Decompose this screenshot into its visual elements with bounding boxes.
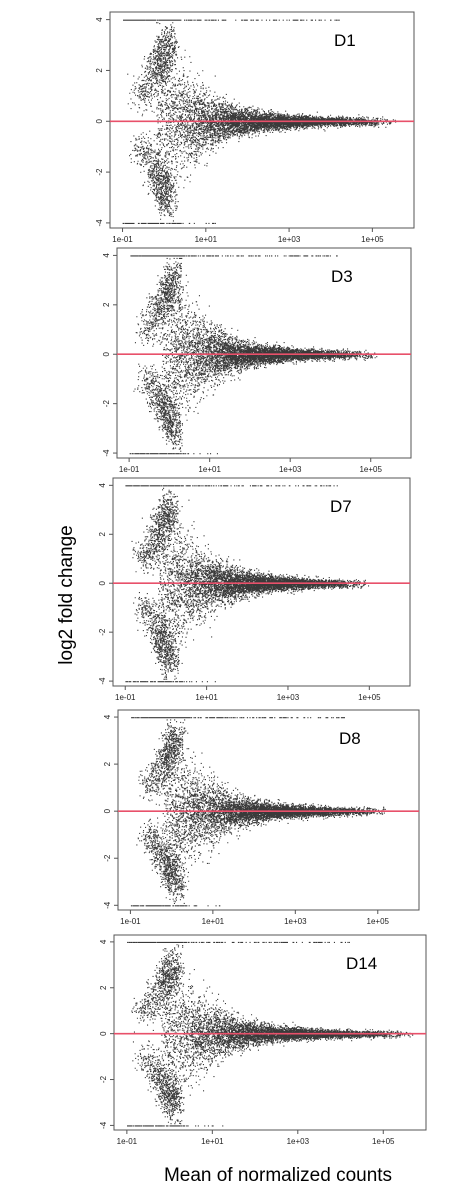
panel-d8: 4 2 0 -2 -4 1e-01 1e+01 1e+03 1e+05 D8 — [103, 709, 420, 926]
panel-title: D1 — [334, 31, 356, 50]
x-tick-label: 1e+05 — [361, 235, 384, 244]
x-tick-label: 1e+03 — [278, 235, 301, 244]
panel-title: D3 — [331, 267, 353, 286]
panel-title: D14 — [346, 954, 377, 973]
y-tick-label: -4 — [98, 677, 107, 685]
y-tick-label: 0 — [103, 808, 112, 813]
y-tick-label: 0 — [98, 580, 107, 585]
y-tick-label: 0 — [102, 351, 111, 356]
y-tick-label: 2 — [95, 68, 104, 73]
x-tick-label: 1e+03 — [287, 1137, 310, 1146]
x-tick-label: 1e+05 — [367, 917, 390, 926]
y-tick-label: 4 — [98, 483, 107, 488]
panel-title: D7 — [330, 497, 352, 516]
x-tick-label: 1e+01 — [195, 235, 218, 244]
y-tick-label: 4 — [99, 939, 108, 944]
panels-group: 420-2-41e-01 1e+01 1e+03 1e+05D1420-2-41e-0… — [95, 11, 427, 1146]
x-tick-label: 1e+03 — [284, 917, 307, 926]
y-tick-label: -2 — [102, 400, 111, 408]
x-tick-label: 1e+01 — [198, 465, 221, 474]
y-tick-label: -2 — [99, 1075, 108, 1083]
x-tick-label: 1e+03 — [279, 465, 302, 474]
panel-d14: 4 2 0 -2 -4 1e-01 1e+01 1e+03 1e+05 D14 — [99, 934, 427, 1146]
x-tick-label: 1e-01 — [119, 465, 140, 474]
y-tick-label: 2 — [103, 761, 112, 766]
x-tick-label: 1e+03 — [277, 693, 300, 702]
y-tick-label: 0 — [95, 118, 104, 123]
x-tick-label: 1e+05 — [358, 693, 381, 702]
y-tick-label: 2 — [98, 532, 107, 537]
y-tick-label: -2 — [95, 168, 104, 176]
x-tick-label: 1e-01 — [115, 693, 136, 702]
x-tick-label: 1e-01 — [117, 1137, 138, 1146]
y-tick-label: -4 — [102, 449, 111, 457]
y-tick-label: -2 — [98, 628, 107, 636]
y-tick-label: 4 — [95, 17, 104, 22]
y-tick-label: -2 — [103, 854, 112, 862]
panel-d1: 4 2 0 -2 -4 1e-01 1e+01 1e+03 1e+05 D1 — [95, 11, 415, 244]
x-tick-label: 1e+01 — [201, 1137, 224, 1146]
y-tick-label: -4 — [103, 901, 112, 909]
panel-d7: 4 2 0 -2 -4 1e-01 1e+01 1e+03 1e+05 D7 — [98, 477, 411, 702]
x-tick-label: 1e+01 — [195, 693, 218, 702]
x-tick-label: 1e+05 — [359, 465, 382, 474]
y-tick-label: 4 — [102, 253, 111, 258]
x-tick-label: 1e+01 — [202, 917, 225, 926]
x-axis-label: Mean of normalized counts — [164, 1165, 392, 1186]
x-tick-label: 1e-01 — [112, 235, 133, 244]
y-tick-label: 4 — [103, 714, 112, 719]
x-tick-label: 1e+05 — [372, 1137, 395, 1146]
panel-title: D8 — [339, 729, 361, 748]
y-tick-label: -4 — [99, 1121, 108, 1129]
y-tick-label: 2 — [102, 302, 111, 307]
y-tick-label: 2 — [99, 985, 108, 990]
y-tick-label: -4 — [95, 219, 104, 227]
panel-d3: 4 2 0 -2 -4 1e-01 1e+01 1e+03 1e+05 D3 — [102, 247, 412, 474]
y-tick-label: 0 — [99, 1031, 108, 1036]
y-axis-label: log2 fold change — [56, 525, 77, 664]
x-tick-label: 1e-01 — [120, 917, 141, 926]
